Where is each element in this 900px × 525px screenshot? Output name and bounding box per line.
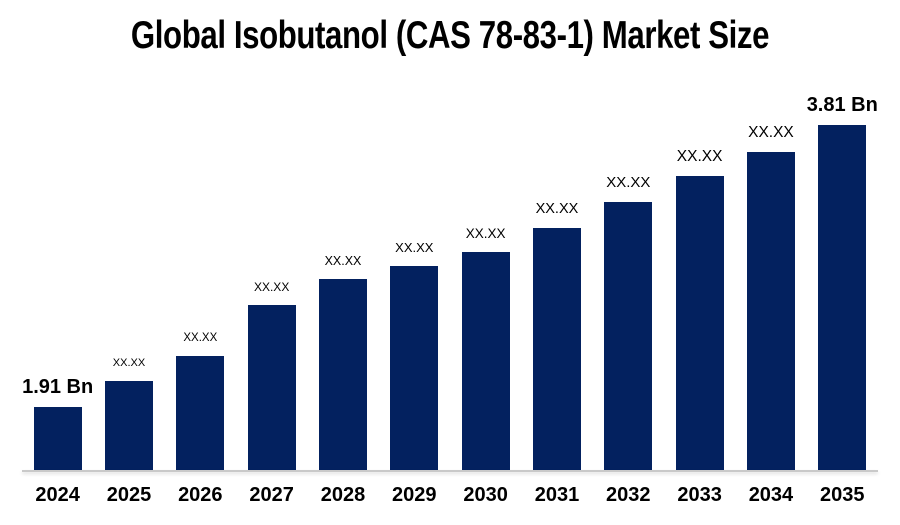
bar [746, 152, 795, 471]
bar [318, 279, 367, 471]
bar-group: XX.XX [93, 0, 164, 471]
bar-value-label: XX.XX [395, 240, 434, 255]
bar-group: XX.XX [664, 0, 735, 471]
x-axis-line [22, 470, 878, 472]
bar-group: 1.91 Bn [22, 0, 93, 471]
x-tick-label: 2024 [35, 484, 80, 506]
bar-group: XX.XX [735, 0, 806, 471]
bar [675, 176, 724, 471]
bar-group: XX.XX [521, 0, 592, 471]
bar [818, 125, 867, 471]
bar-value-label: XX.XX [324, 253, 362, 268]
bar-value-label: XX.XX [253, 280, 290, 294]
bar-value-label: 1.91 Bn [22, 376, 94, 398]
bar-value-label: XX.XX [465, 225, 506, 241]
bar-group: XX.XX [165, 0, 236, 471]
x-tick-label: 2035 [820, 484, 865, 506]
bar-group: XX.XX [236, 0, 307, 471]
bar-value-label: XX.XX [112, 357, 146, 369]
x-tick-label: 2029 [392, 484, 437, 506]
x-tick-label: 2033 [677, 484, 722, 506]
bar-group: XX.XX [307, 0, 378, 471]
bar-group: XX.XX [379, 0, 450, 471]
x-tick-label: 2032 [606, 484, 651, 506]
bar [390, 266, 439, 471]
x-tick-label: 2031 [534, 484, 580, 506]
x-tick-label: 2028 [320, 484, 366, 506]
bar-value-label: XX.XX [748, 123, 794, 141]
bar [461, 252, 510, 471]
x-axis-tick-labels: 2024 2025 2026 2027 2028 2029 2030 2031 2032 2033… [22, 484, 878, 507]
bar-value-label: XX.XX [676, 147, 723, 165]
x-tick-label: 2030 [463, 484, 508, 506]
bar-value-label: 3.81 Bn [806, 94, 878, 116]
bar-group: XX.XX [593, 0, 664, 471]
bar [176, 356, 225, 471]
bar-value-label: XX.XX [606, 174, 651, 191]
bar-value-label: XX.XX [183, 331, 218, 344]
bar [604, 202, 653, 471]
bar-group: XX.XX [450, 0, 521, 471]
bar-chart-plot-area: 1.91 Bn XX.XX XX.XX XX.XX XX.XX XX.XX XX.XX XX.… [22, 0, 878, 471]
chart-title: Global Isobutanol (CAS 78-83-1) Market S… [130, 14, 770, 57]
bar [104, 381, 153, 471]
x-tick-label: 2025 [106, 484, 152, 506]
bar [532, 228, 581, 471]
bar-group: 3.81 Bn [807, 0, 878, 471]
x-tick-label: 2026 [178, 484, 223, 506]
bar-value-label: XX.XX [535, 200, 579, 217]
bar [247, 305, 296, 471]
x-tick-label: 2034 [748, 484, 794, 506]
bar [33, 407, 82, 471]
x-tick-label: 2027 [249, 484, 294, 506]
